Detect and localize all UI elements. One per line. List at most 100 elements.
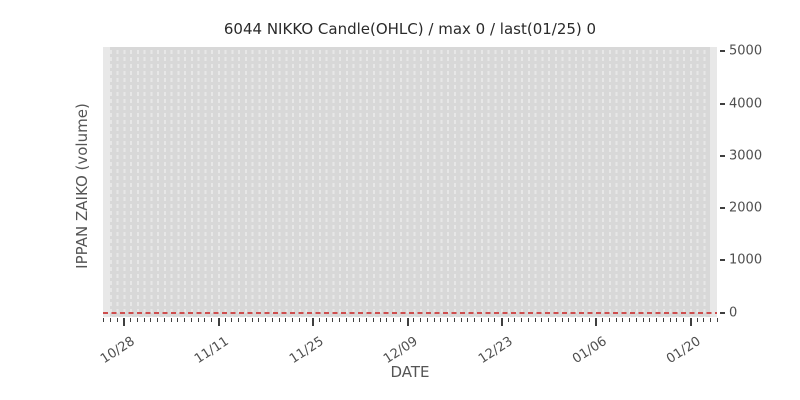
x-minor-tick-mark xyxy=(251,318,253,322)
y-tick-mark xyxy=(720,102,725,105)
x-minor-tick-mark xyxy=(318,318,320,322)
x-minor-tick-mark xyxy=(554,318,556,322)
x-minor-tick-mark xyxy=(150,318,152,322)
x-minor-tick-mark xyxy=(561,318,563,322)
x-minor-tick-mark xyxy=(575,318,577,322)
x-minor-tick-mark xyxy=(662,318,664,322)
x-minor-tick-mark xyxy=(433,318,435,322)
zero-value-line xyxy=(103,311,717,314)
x-minor-tick-mark xyxy=(399,318,401,322)
x-minor-tick-mark xyxy=(669,318,671,322)
x-minor-tick-mark xyxy=(379,318,381,322)
x-minor-tick-mark xyxy=(588,318,590,322)
x-major-tick-mark xyxy=(406,318,409,326)
x-minor-tick-mark xyxy=(305,318,307,322)
y-tick-mark xyxy=(720,154,725,157)
x-minor-tick-mark xyxy=(474,318,476,322)
x-minor-tick-mark xyxy=(676,318,678,322)
x-minor-tick-mark xyxy=(602,318,604,322)
x-minor-tick-mark xyxy=(116,318,118,322)
x-minor-tick-mark xyxy=(325,318,327,322)
x-minor-tick-mark xyxy=(426,318,428,322)
y-tick-label: 3000 xyxy=(729,148,763,164)
x-minor-tick-mark xyxy=(460,318,462,322)
x-axis-label: DATE xyxy=(390,363,430,381)
x-minor-tick-mark xyxy=(292,318,294,322)
x-minor-tick-mark xyxy=(197,318,199,322)
y-tick-label: 2000 xyxy=(729,200,763,216)
x-minor-tick-mark xyxy=(271,318,273,322)
x-major-tick-mark xyxy=(123,318,126,326)
x-minor-tick-mark xyxy=(534,318,536,322)
x-minor-tick-mark xyxy=(157,318,159,322)
x-minor-tick-mark xyxy=(710,318,711,322)
x-minor-tick-mark xyxy=(258,318,260,322)
x-minor-tick-mark xyxy=(204,318,206,322)
x-minor-tick-mark xyxy=(467,318,469,322)
x-minor-tick-mark xyxy=(136,318,138,322)
x-minor-tick-mark xyxy=(420,318,422,322)
x-minor-tick-mark xyxy=(285,318,287,322)
x-minor-tick-mark xyxy=(453,318,455,322)
x-minor-tick-mark xyxy=(527,318,529,322)
x-minor-tick-mark xyxy=(696,318,698,322)
x-minor-tick-mark xyxy=(352,318,354,322)
x-minor-tick-mark xyxy=(211,318,213,322)
x-minor-tick-mark xyxy=(190,318,192,322)
x-minor-tick-mark xyxy=(238,318,240,322)
x-minor-tick-mark xyxy=(703,318,705,322)
x-minor-tick-mark xyxy=(656,318,658,322)
x-minor-tick-mark xyxy=(170,318,172,322)
y-axis-label: IPPAN ZAIKO (volume) xyxy=(73,103,91,269)
x-minor-tick-mark xyxy=(386,318,388,322)
x-minor-tick-mark xyxy=(130,318,132,322)
x-minor-tick-mark xyxy=(345,318,347,322)
y-tick-label: 4000 xyxy=(729,96,763,111)
x-minor-tick-mark xyxy=(339,318,341,322)
x-minor-tick-mark xyxy=(298,318,300,322)
x-minor-tick-mark xyxy=(494,318,496,322)
y-tick-label: 1000 xyxy=(729,252,763,268)
x-minor-tick-mark xyxy=(447,318,449,322)
x-minor-tick-mark xyxy=(366,318,368,322)
daily-gridlines-band xyxy=(110,47,710,317)
x-major-tick-mark xyxy=(501,318,503,326)
y-tick-mark xyxy=(720,207,725,210)
x-minor-tick-mark xyxy=(541,318,543,322)
x-minor-tick-mark xyxy=(278,318,280,322)
x-minor-tick-mark xyxy=(244,318,246,322)
x-minor-tick-mark xyxy=(265,318,267,322)
x-minor-tick-mark xyxy=(568,318,570,322)
x-minor-tick-mark xyxy=(615,318,617,322)
x-minor-tick-mark xyxy=(629,318,631,322)
plot-area xyxy=(103,47,717,317)
x-minor-tick-mark xyxy=(359,318,361,322)
x-minor-tick-mark xyxy=(487,318,489,322)
x-major-tick-mark xyxy=(217,318,220,326)
x-minor-tick-mark xyxy=(507,318,509,322)
x-minor-tick-mark xyxy=(231,318,233,322)
x-major-tick-mark xyxy=(312,318,315,326)
x-minor-tick-mark xyxy=(683,318,685,322)
y-tick-label: 0 xyxy=(729,305,738,321)
x-major-tick-mark xyxy=(595,318,598,326)
x-minor-tick-mark xyxy=(622,318,624,322)
x-minor-tick-mark xyxy=(635,318,637,322)
x-minor-tick-mark xyxy=(642,318,644,322)
x-minor-tick-mark xyxy=(608,318,610,322)
x-minor-tick-mark xyxy=(514,318,516,322)
x-minor-tick-mark xyxy=(480,318,482,322)
chart-title: 6044 NIKKO Candle(OHLC) / max 0 / last(0… xyxy=(223,20,597,38)
y-tick-mark xyxy=(720,311,725,314)
y-tick-mark xyxy=(720,50,725,53)
x-minor-tick-mark xyxy=(413,318,415,322)
x-minor-tick-mark xyxy=(110,318,111,322)
x-minor-tick-mark xyxy=(184,318,186,322)
x-minor-tick-mark xyxy=(143,318,145,322)
x-minor-tick-mark xyxy=(716,318,718,322)
x-minor-tick-mark xyxy=(372,318,374,322)
y-tick-mark xyxy=(720,259,725,262)
x-minor-tick-mark xyxy=(548,318,550,322)
x-minor-tick-mark xyxy=(332,318,334,322)
